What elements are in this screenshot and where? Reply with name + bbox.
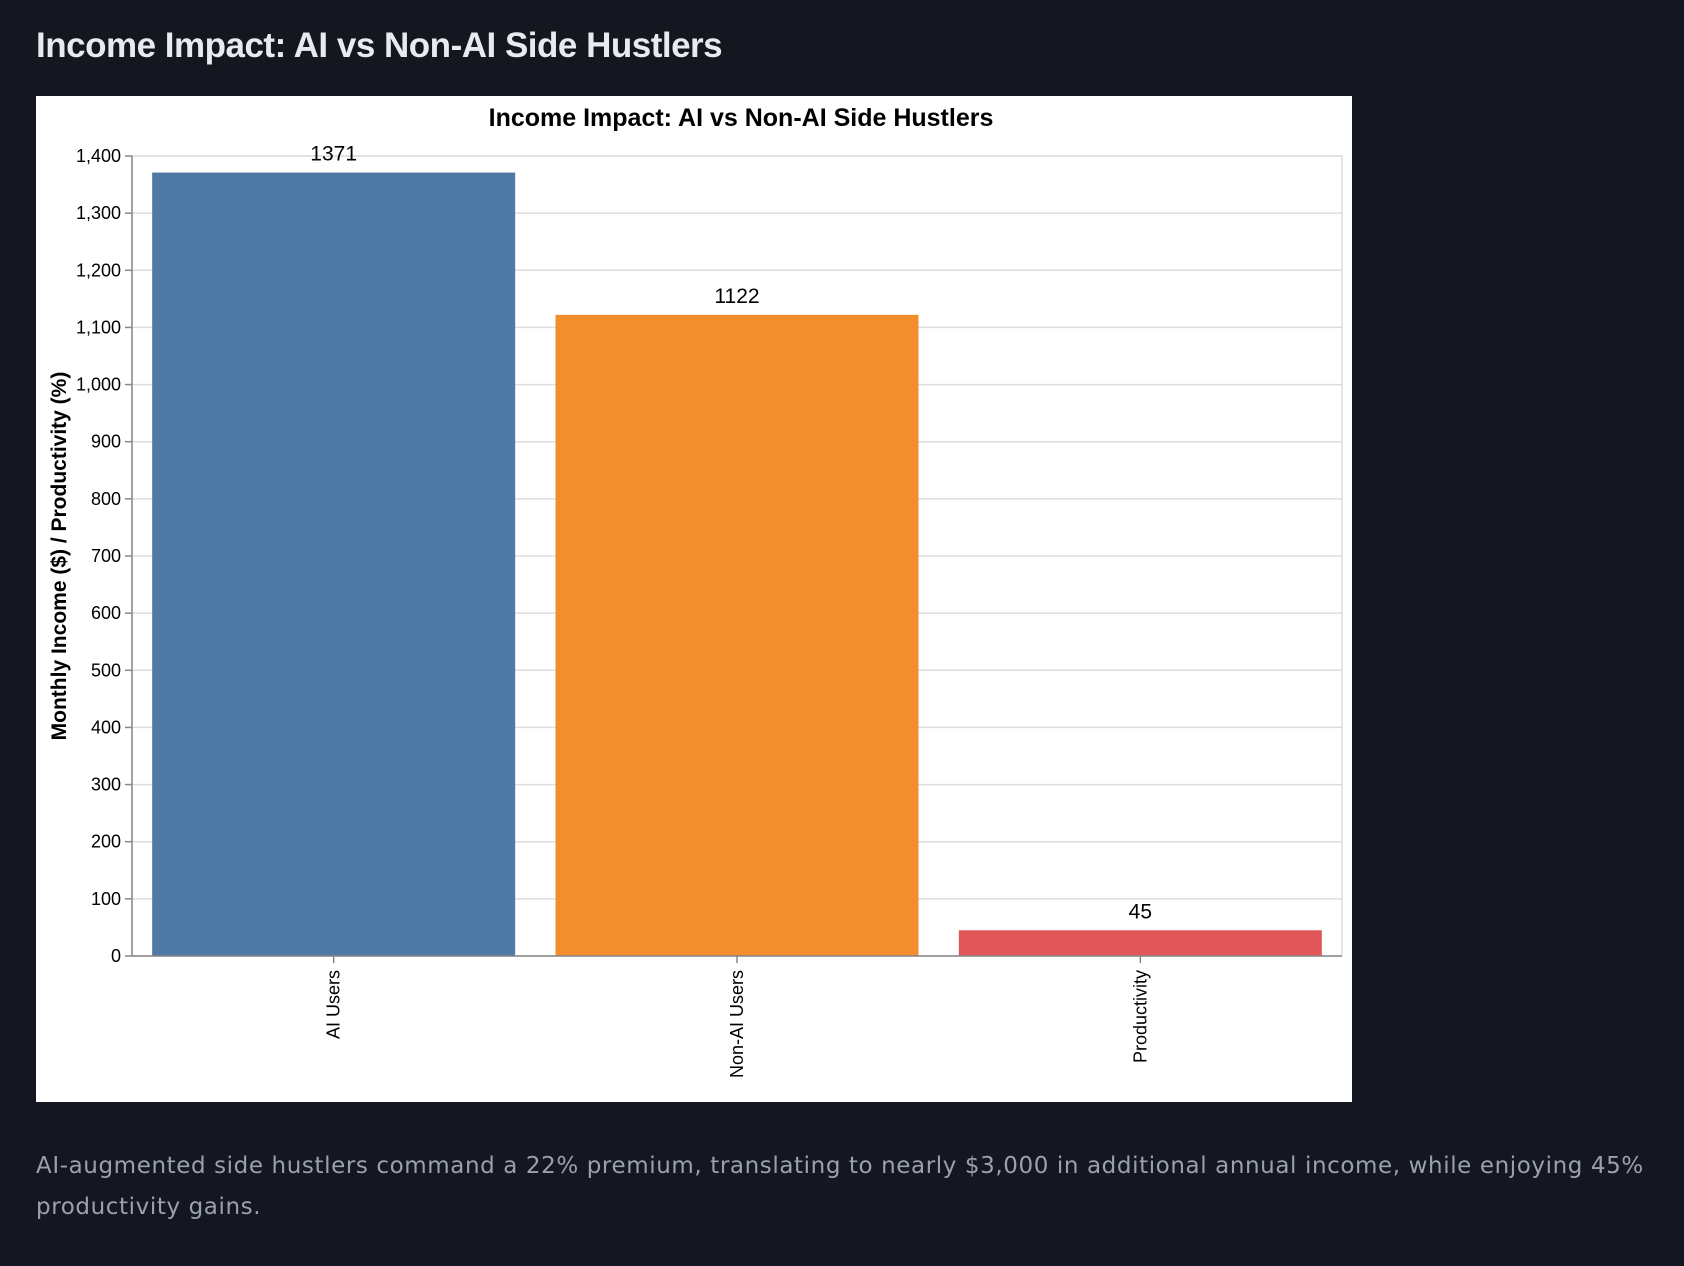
bars: 1371 1122 45 [152,143,1322,957]
y-tick-label: 1,400 [76,146,121,166]
y-tick-label: 1,200 [76,260,121,280]
x-tick-label: AI Users [324,970,344,1039]
x-tick-label: Productivity [1130,970,1150,1063]
bar-ai-users [152,172,516,957]
y-tick-label: 500 [91,660,121,680]
y-tick-label: 900 [91,432,121,452]
chart-caption: AI-augmented side hustlers command a 22%… [36,1153,1644,1220]
y-tick-label: 300 [91,775,121,795]
data-label: 1371 [310,143,357,166]
x-tick-label: Non-AI Users [727,970,747,1078]
data-label: 1122 [714,285,759,308]
income-bar-chart: Income Impact: AI vs Non-AI Side Hustler… [48,104,1343,1078]
page-heading: Income Impact: AI vs Non-AI Side Hustler… [36,26,723,65]
chart-title: Income Impact: AI vs Non-AI Side Hustler… [489,104,994,132]
y-tick-label: 700 [91,546,121,566]
y-axis-title: Monthly Income ($) / Productivity (%) [48,372,71,741]
y-tick-label: 400 [91,717,121,737]
bar-non-ai-users [555,314,919,956]
y-tick-label: 100 [91,889,121,909]
chart-card: Income Impact: AI vs Non-AI Side Hustler… [36,96,1352,1102]
bar-productivity [958,930,1322,956]
y-tick-label: 1,100 [76,317,121,337]
y-tick-label: 600 [91,603,121,623]
y-tick-label: 800 [91,489,121,509]
y-tick-label: 1,300 [76,203,121,223]
y-tick-label: 0 [111,946,121,966]
y-tick-label: 200 [91,832,121,852]
axes: 0 100 200 300 400 500 600 700 800 900 1,000 1,100 1,… [76,146,1342,1078]
y-tick-label: 1,000 [76,375,121,395]
data-label: 45 [1129,900,1152,923]
